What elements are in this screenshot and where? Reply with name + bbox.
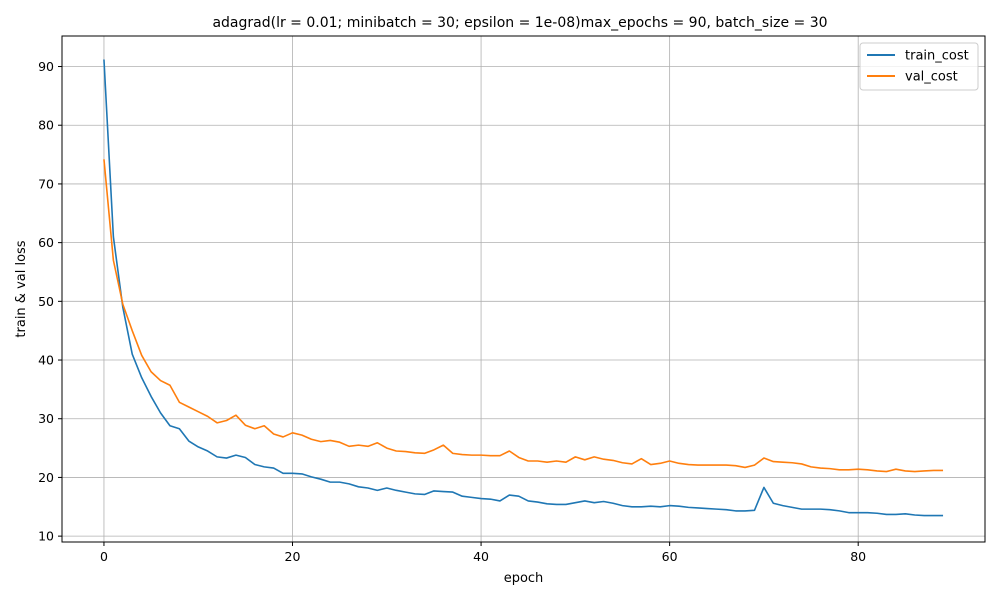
legend: train_cost val_cost <box>859 42 979 91</box>
chart-title: adagrad(lr = 0.01; minibatch = 30; epsil… <box>212 15 827 31</box>
y-tick-label: 30 <box>38 411 54 426</box>
x-tick-label: 0 <box>100 549 108 564</box>
grid <box>62 36 985 542</box>
legend-label-train-cost: train_cost <box>905 49 969 64</box>
y-tick-label: 20 <box>38 470 54 485</box>
x-tick-label: 80 <box>850 549 866 564</box>
y-tick-label: 60 <box>38 235 54 250</box>
y-tick-label: 80 <box>38 118 54 133</box>
axes: 0 20 40 60 80 10 20 30 40 50 60 70 80 90 <box>38 59 866 564</box>
y-tick-label: 50 <box>38 294 54 309</box>
x-tick-label: 20 <box>285 549 301 564</box>
legend-label-val-cost: val_cost <box>905 70 958 85</box>
plot-frame <box>61 35 986 543</box>
y-tick-label: 70 <box>38 176 54 191</box>
x-tick-label: 40 <box>473 549 489 564</box>
y-tick-label: 90 <box>38 59 54 74</box>
series-line-train-cost <box>103 59 944 517</box>
y-tick-label: 40 <box>38 353 54 368</box>
series-line-val-cost <box>103 159 944 473</box>
x-axis-label: epoch <box>504 571 544 586</box>
x-tick-label: 60 <box>662 549 678 564</box>
series-lines <box>103 59 944 517</box>
y-tick-label: 10 <box>38 529 54 544</box>
y-axis-label: train & val loss <box>14 240 29 337</box>
